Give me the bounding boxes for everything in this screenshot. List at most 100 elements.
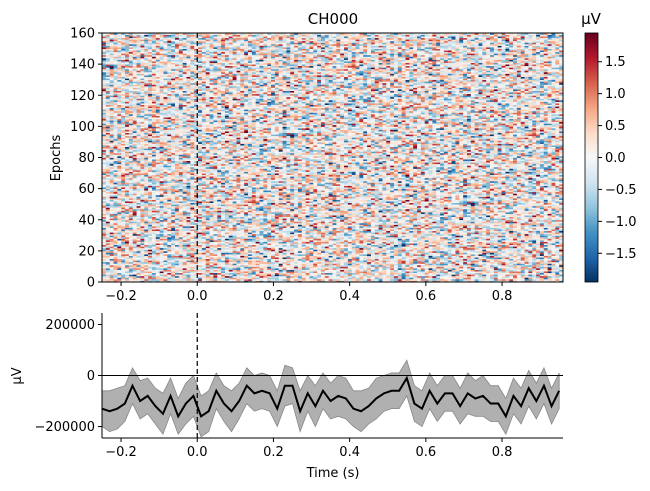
heatmap-cell	[163, 224, 168, 227]
heatmap-cell	[559, 271, 564, 274]
heatmap-cell	[297, 264, 303, 267]
heatmap-cell	[290, 250, 295, 253]
heatmap-cell	[267, 252, 272, 255]
heatmap-cell	[536, 261, 541, 264]
heatmap-cell	[113, 278, 118, 281]
heatmap-cell	[259, 274, 264, 277]
heatmap-cell	[251, 239, 257, 242]
heatmap-cell	[221, 247, 226, 250]
heatmap-cell	[190, 277, 195, 280]
heatmap-cell	[144, 236, 149, 239]
heatmap-cell	[271, 275, 276, 278]
heatmap-cell	[178, 277, 184, 280]
heatmap-cell	[355, 264, 360, 267]
heatmap-cell	[466, 269, 472, 272]
heatmap-cell	[317, 275, 322, 278]
heatmap-cell	[290, 269, 295, 272]
heatmap-cell	[163, 263, 168, 266]
heatmap-cell	[305, 263, 310, 266]
heatmap-cell	[305, 239, 310, 242]
heatmap-cell	[305, 224, 310, 227]
heatmap-cell	[551, 236, 556, 239]
heatmap-cell	[236, 277, 241, 280]
heatmap-cell	[182, 247, 187, 250]
heatmap-cell	[232, 257, 237, 260]
heatmap-cell	[217, 229, 222, 232]
heatmap-cell	[240, 244, 245, 247]
heatmap-cell	[490, 249, 495, 252]
heatmap-cell	[128, 263, 134, 266]
heatmap-cell	[155, 241, 161, 244]
heatmap-cell	[105, 224, 111, 227]
heatmap-cell	[401, 261, 406, 264]
heatmap-cell	[178, 280, 184, 283]
heatmap-cell	[466, 241, 472, 244]
heatmap-cell	[417, 227, 422, 230]
heatmap-cell	[463, 272, 468, 275]
heatmap-cell	[463, 232, 468, 235]
heatmap-cell	[486, 249, 491, 252]
heatmap-cell	[436, 225, 441, 228]
heatmap-cell	[351, 229, 356, 232]
heatmap-cell	[474, 260, 479, 263]
heatmap-cell	[140, 277, 145, 280]
heatmap-cell	[282, 263, 287, 266]
heatmap-cell	[405, 266, 410, 269]
heatmap-cell	[520, 229, 525, 232]
heatmap-cell	[136, 227, 141, 230]
heatmap-cell	[309, 249, 314, 252]
heatmap-cell	[267, 277, 272, 280]
heatmap-cell	[459, 229, 464, 232]
heatmap-cell	[117, 280, 122, 283]
heatmap-cell	[136, 252, 141, 255]
heatmap-cell	[390, 233, 395, 236]
heatmap-cell	[490, 247, 495, 250]
heatmap-cell	[424, 230, 429, 233]
heatmap-cell	[486, 260, 491, 263]
heatmap-cell	[163, 257, 168, 260]
heatmap-cell	[174, 252, 180, 255]
heatmap-cell	[286, 249, 291, 252]
heatmap-cell	[463, 236, 468, 239]
heatmap-cell	[105, 278, 111, 281]
heatmap-cell	[363, 250, 368, 253]
heatmap-cell	[466, 274, 472, 277]
heatmap-cell	[378, 236, 383, 239]
heatmap-cell	[539, 232, 545, 235]
heatmap-cell	[102, 274, 107, 277]
heatmap-cell	[232, 246, 237, 249]
heatmap-cell	[501, 238, 506, 241]
heatmap-cell	[347, 280, 353, 283]
heatmap-cell	[201, 277, 207, 280]
heatmap-cell	[474, 280, 479, 283]
heatmap-cell	[240, 255, 245, 258]
heatmap-cell	[209, 241, 214, 244]
heatmap-cell	[244, 224, 249, 227]
heatmap-cell	[409, 260, 414, 263]
heatmap-cell	[355, 239, 360, 242]
heatmap-cell	[424, 244, 429, 247]
heatmap-cell	[378, 239, 383, 242]
heatmap-cell	[513, 277, 518, 280]
heatmap-cell	[182, 243, 187, 246]
heatmap-cell	[367, 274, 372, 277]
heatmap-cell	[194, 258, 199, 261]
heatmap-cell	[447, 263, 452, 266]
heatmap-cell	[271, 235, 276, 238]
heatmap-cell	[490, 229, 495, 232]
heatmap-cell	[186, 275, 191, 278]
heatmap-cell	[190, 280, 195, 283]
heatmap-cell	[382, 236, 387, 239]
heatmap-cell	[267, 275, 272, 278]
heatmap-cell	[390, 280, 395, 283]
heatmap-cell	[240, 224, 245, 227]
heatmap-cell	[309, 263, 314, 266]
heatmap-cell	[436, 255, 441, 258]
heatmap-cell	[317, 233, 322, 236]
heatmap-cell	[282, 232, 287, 235]
heatmap-cell	[159, 224, 164, 227]
heatmap-cell	[121, 225, 126, 228]
heatmap-cell	[178, 224, 184, 227]
heatmap-cell	[559, 244, 564, 247]
heatmap-cell	[336, 239, 341, 242]
